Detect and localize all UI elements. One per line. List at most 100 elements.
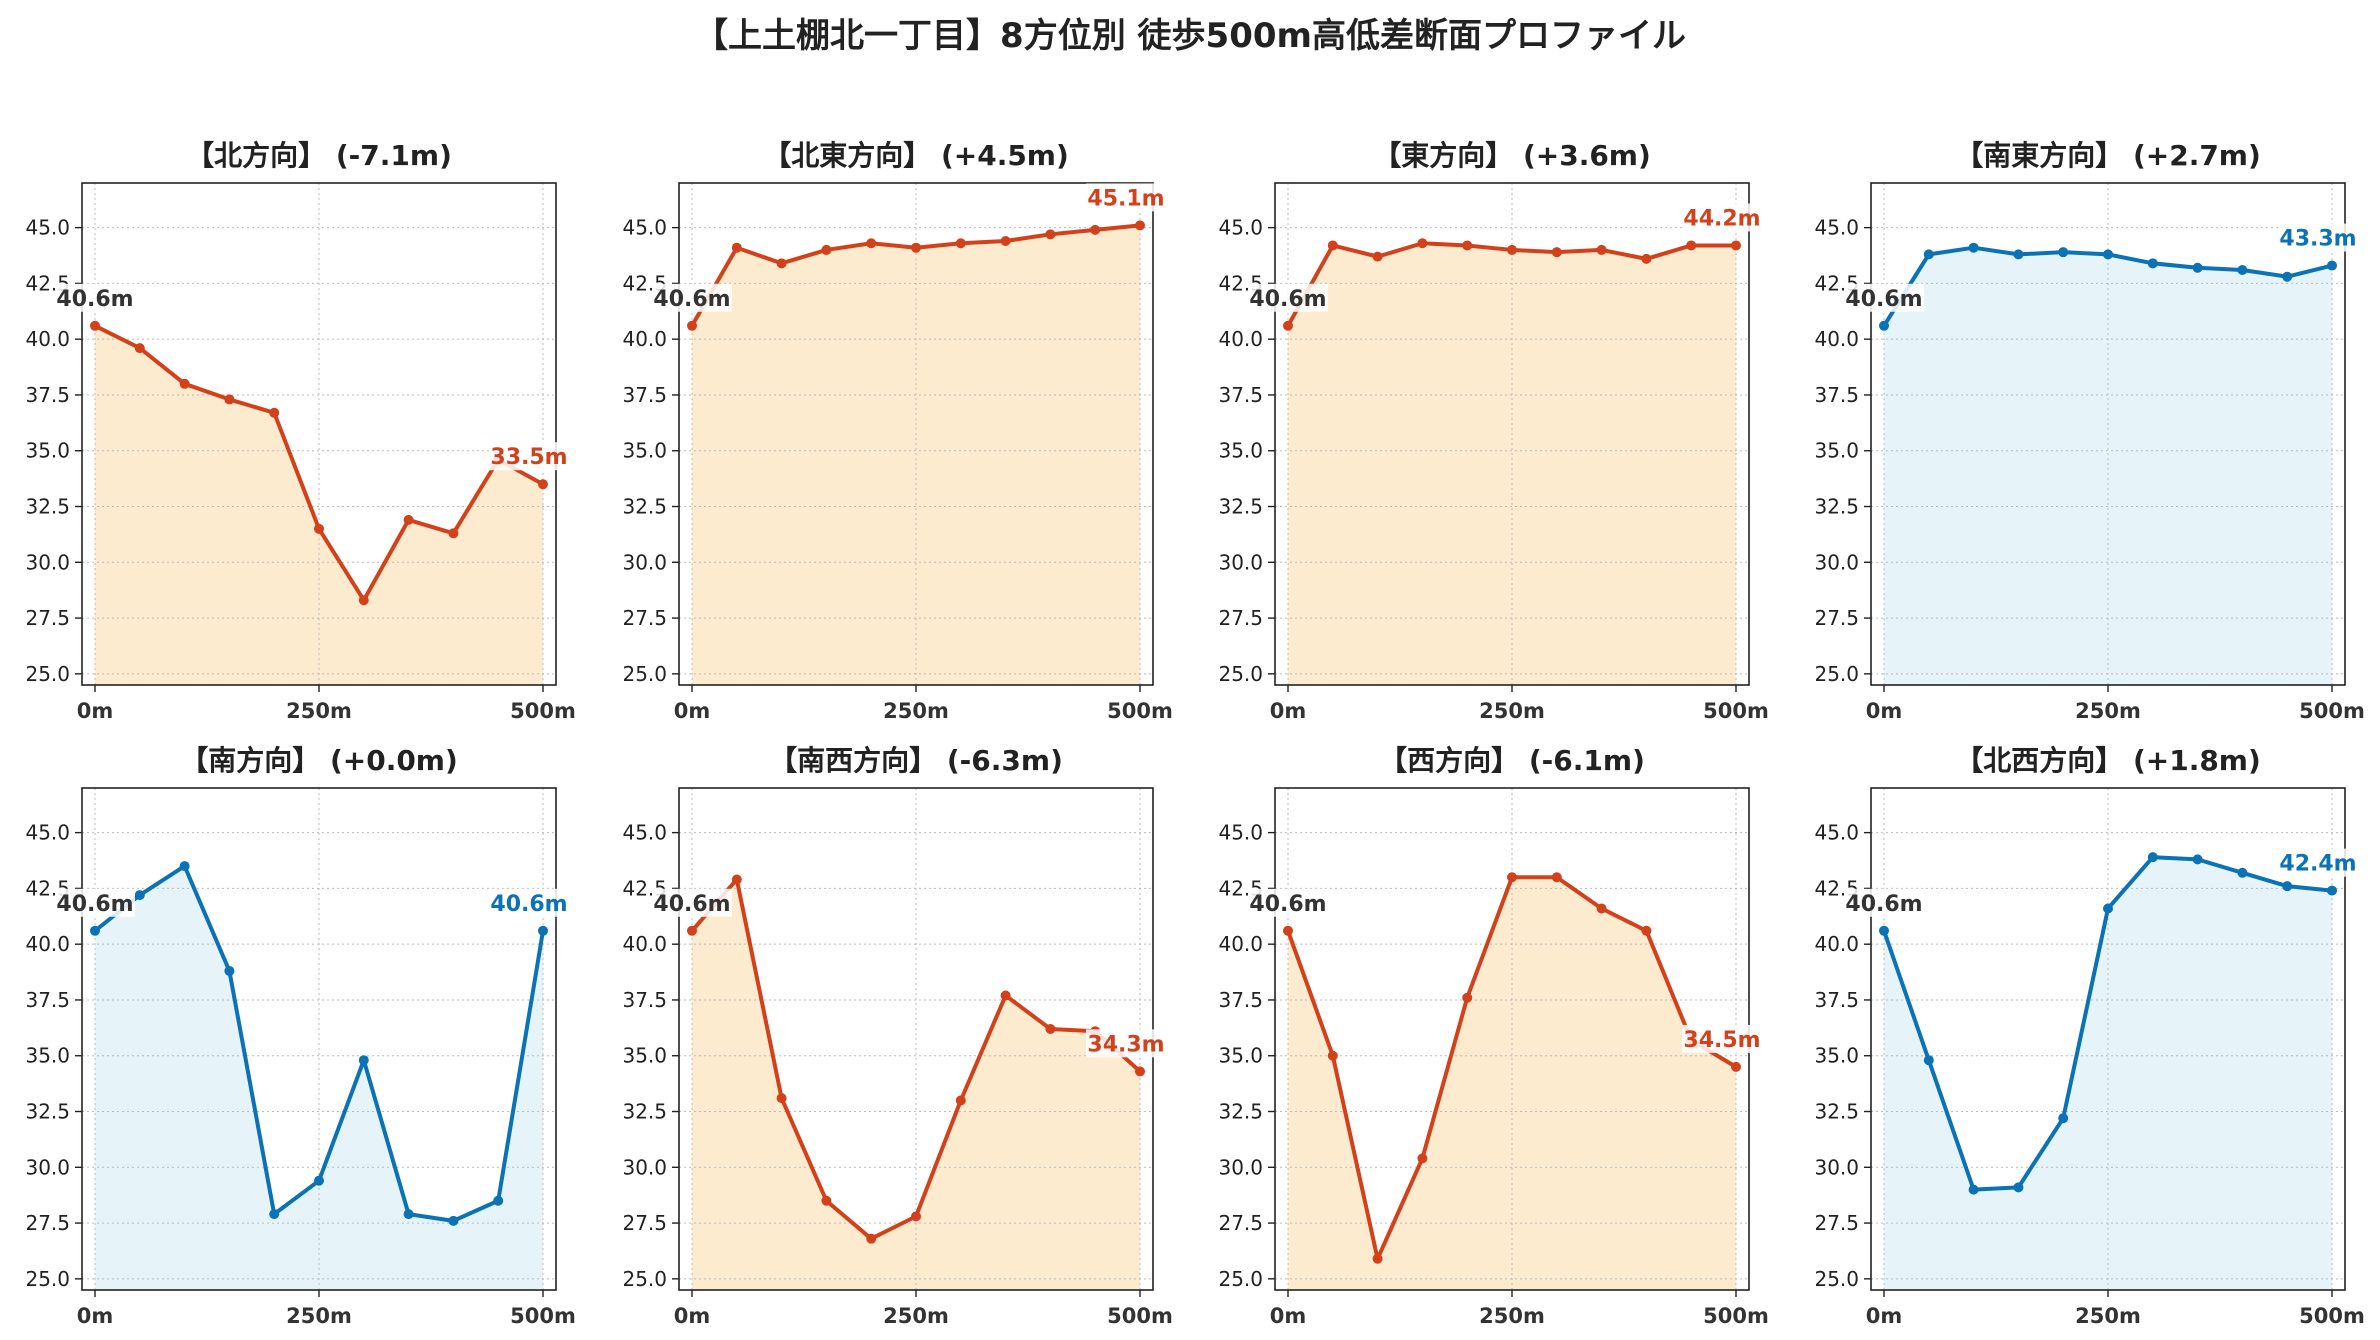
y-tick-label: 30.0	[1218, 550, 1263, 574]
data-point	[1686, 240, 1697, 251]
x-tick-label: 500m	[510, 699, 576, 723]
area-fill	[692, 225, 1140, 685]
data-point	[1000, 236, 1011, 247]
area-fill	[95, 325, 543, 685]
data-point	[2013, 1182, 2024, 1193]
data-point	[687, 925, 697, 936]
y-tick-label: 40.0	[622, 327, 667, 351]
data-point	[2327, 260, 2337, 271]
y-tick-label: 40.0	[1814, 327, 1859, 351]
data-point	[1090, 224, 1101, 235]
data-point	[1327, 1050, 1338, 1061]
data-point	[224, 965, 235, 976]
x-tick-label: 0m	[674, 1304, 711, 1328]
end-label-bg	[489, 442, 569, 471]
y-tick-label: 32.5	[25, 1100, 70, 1124]
start-label: 40.6m	[1845, 287, 1922, 312]
y-tick-label: 45.0	[622, 821, 667, 845]
y-tick-label: 37.5	[25, 988, 70, 1012]
y-tick-label: 30.0	[25, 1155, 70, 1179]
y-tick-label: 27.5	[622, 606, 667, 630]
y-tick-label: 45.0	[1814, 821, 1859, 845]
y-tick-label: 45.0	[1814, 216, 1859, 240]
data-point	[269, 1209, 280, 1220]
data-point	[1551, 872, 1562, 883]
y-tick-label: 32.5	[1814, 1100, 1859, 1124]
data-point	[1283, 925, 1293, 936]
end-label-bg	[1086, 1029, 1166, 1058]
end-label-bg	[2278, 848, 2358, 877]
start-label: 40.6m	[1249, 892, 1326, 917]
data-point	[403, 514, 414, 525]
y-tick-label: 35.0	[1218, 1044, 1263, 1068]
data-point	[1045, 1023, 1056, 1034]
end-label: 44.2m	[1683, 206, 1760, 231]
x-tick-label: 500m	[1703, 699, 1769, 723]
start-label-bg	[1844, 888, 1924, 917]
y-tick-label: 45.0	[25, 821, 70, 845]
data-point	[90, 320, 100, 331]
data-point	[1327, 240, 1338, 251]
end-label-bg	[1086, 183, 1166, 212]
y-tick-label: 45.0	[1218, 216, 1263, 240]
x-tick-label: 250m	[286, 699, 352, 723]
y-tick-label: 32.5	[1814, 495, 1859, 519]
data-point	[731, 242, 742, 253]
start-label: 40.6m	[653, 287, 730, 312]
end-label: 42.4m	[2279, 852, 2356, 877]
start-label-bg	[55, 888, 135, 917]
data-point	[134, 890, 145, 901]
data-point	[776, 1093, 787, 1104]
x-tick-label: 250m	[286, 1304, 352, 1328]
data-point	[1417, 238, 1428, 249]
data-point	[403, 1209, 414, 1220]
data-point	[821, 244, 832, 255]
data-point	[1507, 872, 1517, 883]
data-point	[1045, 229, 1056, 240]
data-point	[866, 1233, 877, 1244]
data-point	[1968, 242, 1979, 253]
x-tick-label: 500m	[1703, 1304, 1769, 1328]
y-tick-label: 27.5	[1218, 606, 1263, 630]
chart-title: 【南東方向】 (+2.7m)	[1955, 139, 2261, 172]
data-point	[1879, 925, 1889, 936]
y-tick-label: 37.5	[1814, 988, 1859, 1012]
data-point	[1923, 249, 1934, 260]
end-label: 34.3m	[1087, 1032, 1164, 1057]
data-point	[538, 479, 548, 490]
data-point	[1641, 925, 1652, 936]
chart-title: 【北東方向】 (+4.5m)	[763, 139, 1069, 172]
data-point	[1551, 247, 1562, 258]
data-point	[1596, 903, 1607, 914]
x-tick-label: 250m	[2075, 1304, 2141, 1328]
data-point	[2282, 271, 2293, 282]
data-point	[955, 238, 966, 249]
y-tick-label: 30.0	[622, 550, 667, 574]
data-point	[1879, 320, 1889, 331]
end-label: 40.6m	[490, 892, 567, 917]
chart-panel: 【北東方向】 (+4.5m) 25.0 27.5 30.0 32.5 35.0 37.5 40…	[622, 139, 1172, 723]
x-tick-label: 250m	[1479, 1304, 1545, 1328]
y-tick-label: 35.0	[1814, 439, 1859, 463]
y-tick-label: 35.0	[25, 439, 70, 463]
data-point	[2192, 854, 2203, 865]
area-fill	[1884, 247, 2332, 686]
x-tick-label: 500m	[1107, 699, 1173, 723]
end-label: 34.5m	[1683, 1028, 1760, 1053]
data-point	[1731, 1061, 1741, 1072]
data-point	[179, 861, 190, 872]
y-tick-label: 27.5	[25, 1211, 70, 1235]
x-tick-label: 0m	[77, 1304, 114, 1328]
data-point	[2237, 265, 2248, 276]
y-tick-label: 25.0	[1218, 1267, 1263, 1291]
data-point	[2147, 852, 2158, 863]
y-tick-label: 35.0	[1218, 439, 1263, 463]
y-tick-label: 35.0	[622, 1044, 667, 1068]
data-point	[866, 238, 877, 249]
end-label-bg	[1682, 1024, 1762, 1053]
y-tick-label: 40.0	[622, 932, 667, 956]
start-label-bg	[652, 888, 732, 917]
data-point	[90, 925, 100, 936]
x-tick-label: 0m	[77, 699, 114, 723]
x-tick-label: 500m	[510, 1304, 576, 1328]
